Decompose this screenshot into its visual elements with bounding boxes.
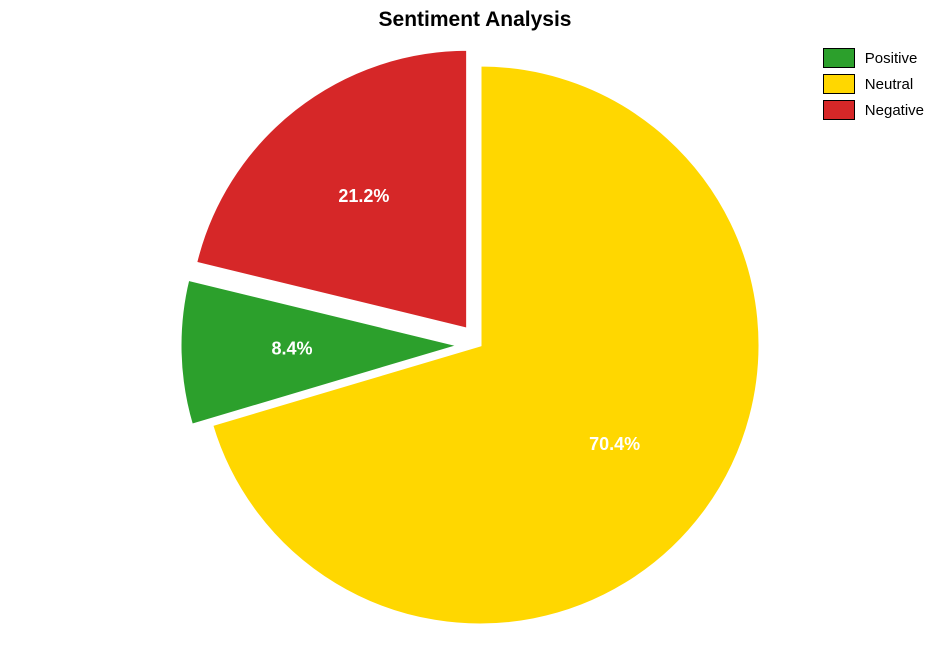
legend-item-positive: Positive (823, 48, 924, 68)
legend-swatch-neutral (823, 74, 855, 94)
legend-label-positive: Positive (865, 50, 918, 67)
slice-label-positive: 8.4% (272, 338, 313, 358)
slice-label-negative: 21.2% (338, 186, 389, 206)
pie-slice-negative (196, 49, 468, 329)
pie-chart-container: Sentiment Analysis 21.2%8.4%70.4% Positi… (0, 0, 950, 662)
pie-chart-svg: 21.2% 8.4% 70.4% (0, 0, 950, 662)
legend-label-neutral: Neutral (865, 76, 913, 93)
legend: Positive Neutral Negative (823, 48, 924, 126)
legend-swatch-negative (823, 100, 855, 120)
legend-label-negative: Negative (865, 102, 924, 119)
slice-label-neutral: 70.4% (589, 434, 640, 454)
legend-swatch-positive (823, 48, 855, 68)
legend-item-negative: Negative (823, 100, 924, 120)
legend-item-neutral: Neutral (823, 74, 924, 94)
